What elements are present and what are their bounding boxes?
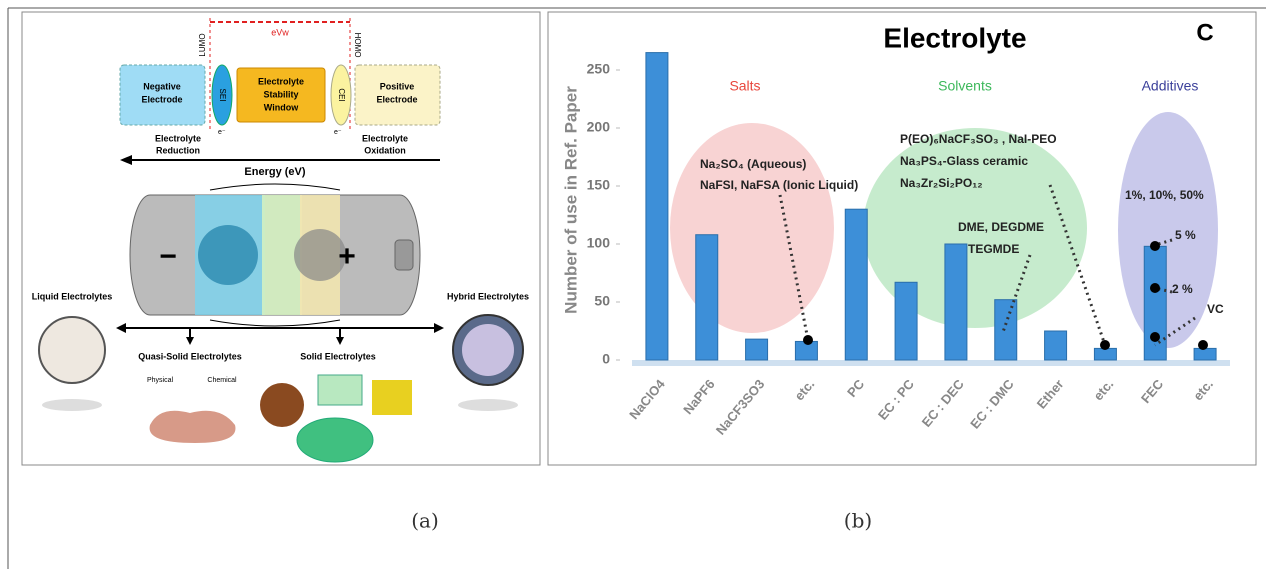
solid-film xyxy=(317,374,363,406)
electron-right: e⁻ xyxy=(334,129,342,136)
annotation: NaFSI, NaFSA (Ionic Liquid) xyxy=(700,178,858,192)
annotation: VC xyxy=(1207,302,1224,316)
bar xyxy=(645,52,669,361)
bar xyxy=(844,208,868,361)
anode-particles xyxy=(198,225,258,285)
sei-ellipse xyxy=(211,64,233,126)
bracket xyxy=(209,183,341,327)
caption: (b) xyxy=(844,509,872,533)
quasi-solid-label: Quasi-Solid Electrolytes xyxy=(138,351,242,361)
battery-terminal xyxy=(394,239,414,271)
bar xyxy=(1093,347,1117,361)
y-tick-label: 200 xyxy=(587,119,611,135)
positive-electrode-box xyxy=(354,64,441,126)
chart-title: Electrolyte xyxy=(883,22,1026,53)
homo: HOMO xyxy=(353,33,362,58)
oxidation: Electrolyte xyxy=(362,133,408,143)
stability-window: Window xyxy=(264,102,299,112)
panel-label: C xyxy=(1196,19,1213,46)
annotation: P(EO)₆NaCF₃SO₃ , NaI-PEO xyxy=(900,132,1057,146)
annotation: Na₃PS₄-Glass ceramic xyxy=(900,154,1028,168)
solid-cylinder xyxy=(296,417,374,463)
annotation: 1%, 10%, 50% xyxy=(1125,188,1204,202)
y-axis-label: Number of use in Ref. Paper xyxy=(561,86,580,314)
liquid-drop xyxy=(38,316,106,384)
group-label: Solvents xyxy=(938,78,992,94)
annotation: TEGMDE xyxy=(968,242,1019,256)
hybrid-core xyxy=(462,324,514,376)
negative-electrode: Electrode xyxy=(141,94,182,104)
annotation: Na₂SO₄ (Aqueous) xyxy=(700,157,806,171)
additives-region xyxy=(1118,112,1218,348)
physical-label: Physical xyxy=(147,377,174,384)
stability-window-box xyxy=(236,67,326,123)
group-label: Salts xyxy=(729,78,760,94)
y-tick-label: 250 xyxy=(587,61,611,77)
sei: SEI xyxy=(218,89,227,102)
negative-electrode: Negative xyxy=(143,81,181,91)
y-tick-label: 100 xyxy=(587,235,611,251)
chemical-label: Chemical xyxy=(207,377,237,384)
window-label: eVw xyxy=(271,27,289,37)
minus-sign: − xyxy=(159,240,177,273)
hybrid-label: Hybrid Electrolytes xyxy=(447,291,529,301)
shadow xyxy=(42,399,102,411)
reduction: Electrolyte xyxy=(155,133,201,143)
arrowhead xyxy=(120,155,132,165)
oxidation: Oxidation xyxy=(364,145,406,155)
annotation: DME, DEGDME xyxy=(958,220,1044,234)
bar xyxy=(994,299,1018,361)
y-tick-label: 0 xyxy=(602,351,610,367)
bar xyxy=(1044,330,1068,361)
solid-composite xyxy=(372,380,412,415)
positive-electrode: Electrode xyxy=(376,94,417,104)
gel-blob xyxy=(149,410,236,443)
group-label: Additives xyxy=(1142,78,1199,94)
solid-particle xyxy=(260,383,304,427)
electron-left: e⁻ xyxy=(218,129,226,136)
solvents-region xyxy=(863,128,1087,328)
salts-region xyxy=(670,123,834,333)
shadow xyxy=(458,399,518,411)
solid-label: Solid Electrolytes xyxy=(300,351,376,361)
y-tick-label: 150 xyxy=(587,177,611,193)
bar xyxy=(745,338,769,361)
leader-lines xyxy=(778,184,1196,347)
y-tick-label: 50 xyxy=(594,293,610,309)
annotation: Na₃Zr₂Si₂PO₁₂ xyxy=(900,176,983,190)
annotation: 2 % xyxy=(1172,282,1193,296)
negative-electrode-box xyxy=(119,64,206,126)
liquid-label: Liquid Electrolytes xyxy=(32,291,113,301)
cathode-particles xyxy=(294,229,346,281)
stability-window: Stability xyxy=(263,89,298,99)
bar xyxy=(944,243,968,361)
bar xyxy=(695,234,719,361)
positive-electrode: Positive xyxy=(380,81,415,91)
energy-label: Energy (eV) xyxy=(244,166,305,178)
cei: CEI xyxy=(337,88,346,101)
stability-window: Electrolyte xyxy=(258,76,304,86)
bar xyxy=(1193,347,1217,361)
leader-dots xyxy=(803,241,1208,350)
cei-ellipse xyxy=(330,64,352,126)
annotations: Na₂SO₄ (Aqueous) NaFSI, NaFSA (Ionic Liq… xyxy=(700,132,1224,316)
annotation: 5 % xyxy=(1175,228,1196,242)
bar xyxy=(1143,245,1167,361)
plus-sign: + xyxy=(338,240,356,273)
reduction: Reduction xyxy=(156,145,200,155)
caption: (a) xyxy=(411,509,439,533)
floor xyxy=(632,360,1230,366)
bar xyxy=(894,281,918,361)
lumo: LUMO xyxy=(198,33,207,56)
